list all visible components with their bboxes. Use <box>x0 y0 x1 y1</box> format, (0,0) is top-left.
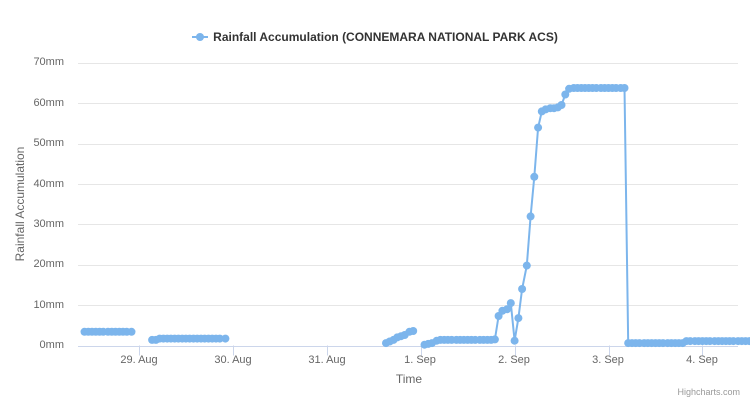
data-point[interactable] <box>510 336 519 345</box>
data-point[interactable] <box>490 335 499 344</box>
x-axis-title: Time <box>395 372 423 386</box>
legend: Rainfall Accumulation (CONNEMARA NATIONA… <box>0 30 750 46</box>
x-tick-label: 2. Sep <box>498 354 530 366</box>
y-tick-label: 10mm <box>33 299 64 311</box>
legend-item[interactable]: Rainfall Accumulation (CONNEMARA NATIONA… <box>192 30 558 44</box>
data-point[interactable] <box>215 334 224 343</box>
y-tick-label: 70mm <box>33 56 64 68</box>
data-point[interactable] <box>506 299 515 308</box>
x-tick-label: 4. Sep <box>686 354 718 366</box>
x-tick-label: 1. Sep <box>404 354 436 366</box>
x-tick-label: 30. Aug <box>214 354 252 366</box>
data-point[interactable] <box>526 212 535 221</box>
y-tick-label: 0mm <box>39 339 64 351</box>
y-tick-label: 20mm <box>33 258 64 270</box>
y-tick-label: 30mm <box>33 218 64 230</box>
data-point[interactable] <box>514 314 523 323</box>
data-point[interactable] <box>561 90 570 99</box>
series-line <box>424 87 750 346</box>
data-point[interactable] <box>127 327 136 336</box>
data-point[interactable] <box>557 101 566 109</box>
data-point[interactable] <box>409 327 418 335</box>
data-point[interactable] <box>534 123 543 132</box>
x-tick-label: 31. Aug <box>308 354 346 366</box>
data-point[interactable] <box>530 172 539 181</box>
y-tick-label: 40mm <box>33 178 64 190</box>
x-tick-label: 29. Aug <box>120 354 158 366</box>
data-point[interactable] <box>745 337 750 346</box>
legend-label: Rainfall Accumulation (CONNEMARA NATIONA… <box>213 30 558 44</box>
y-tick-label: 60mm <box>33 97 64 109</box>
data-point[interactable] <box>221 334 230 343</box>
data-point[interactable] <box>518 285 527 293</box>
x-tick-label: 3. Sep <box>592 354 624 366</box>
data-point[interactable] <box>522 261 531 270</box>
credits-link[interactable]: Highcharts.com <box>677 387 740 397</box>
data-point[interactable] <box>503 305 512 314</box>
y-axis-title-text: Rainfall Accumulation <box>13 146 27 262</box>
data-point[interactable] <box>620 84 629 92</box>
series-marker-icon <box>192 31 209 43</box>
y-tick-label: 50mm <box>33 137 64 149</box>
